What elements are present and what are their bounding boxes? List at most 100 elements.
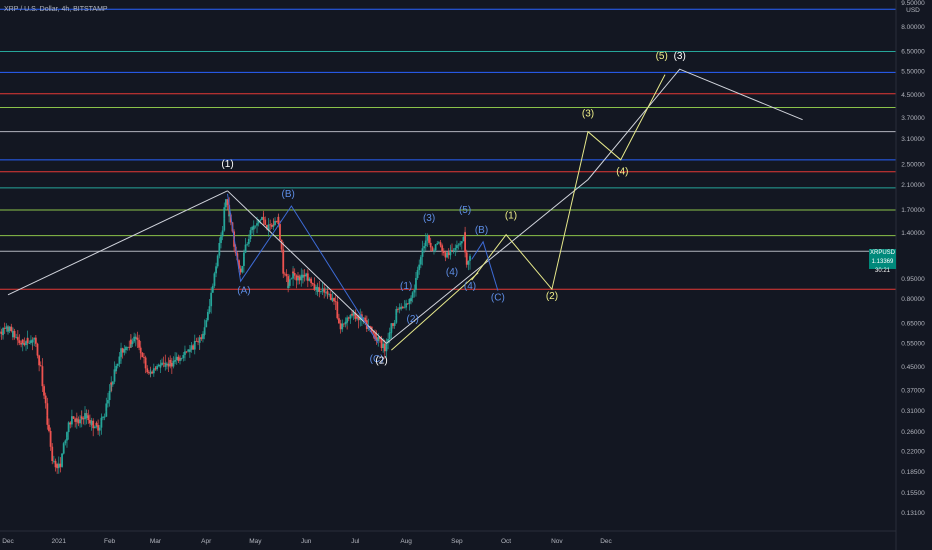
candle-body-up (156, 365, 158, 370)
candle-body-down (147, 372, 150, 374)
candle-body-up (166, 363, 168, 366)
candle-body-up (398, 307, 401, 310)
candle-body-down (379, 336, 381, 340)
candle-body-up (215, 266, 217, 274)
candle-body-down (0, 331, 3, 335)
candle-body-up (100, 417, 103, 422)
candle-body-up (452, 249, 455, 251)
y-tick-label: 0.26000 (901, 429, 925, 436)
candle-body-up (300, 274, 303, 281)
candle-body-down (80, 416, 83, 419)
candle-body-up (206, 312, 209, 321)
candle-body-down (185, 351, 188, 353)
candle-body-up (287, 285, 290, 288)
candle-body-up (133, 336, 136, 342)
candle-body-down (20, 342, 23, 345)
candle-body-up (152, 368, 155, 374)
candle-body-down (370, 326, 373, 330)
candle-body-down (313, 283, 316, 290)
candle-body-up (462, 236, 465, 242)
candle-body-up (79, 419, 81, 424)
candle-body-down (34, 337, 37, 344)
candle-body-down (69, 422, 72, 425)
candle-body-down (298, 276, 301, 281)
y-tick-label: 2.10000 (901, 182, 925, 189)
candle-body-up (403, 307, 406, 309)
candle-body-up (90, 420, 93, 425)
candle-body-up (108, 390, 111, 401)
candle-body-up (175, 356, 178, 360)
candle-body-up (387, 338, 389, 343)
wave-label-white: (1) (221, 159, 233, 170)
candle-body-down (282, 267, 285, 274)
candle-body-up (223, 207, 226, 219)
candle-body-up (120, 348, 122, 357)
horizontal-levels (0, 8, 896, 290)
candle-body-up (188, 349, 191, 352)
candle-body-down (293, 273, 296, 276)
candle-body-up (418, 264, 421, 271)
candle-body-down (357, 316, 360, 321)
candle-body-down (375, 337, 378, 342)
candle-body-down (464, 232, 467, 253)
candle-body-up (61, 453, 63, 467)
candle-body-up (85, 415, 88, 419)
candle-body-up (388, 332, 391, 339)
candle-body-down (170, 362, 173, 367)
x-axis[interactable]: Dec 2021 Feb Mar Apr May Jun Jul Aug Sep Oct Nov Dec (2, 538, 612, 545)
candle-body-down (41, 366, 44, 373)
candle-body-up (208, 306, 211, 309)
candle-body-down (162, 362, 165, 364)
candles (0, 197, 471, 474)
candle-body-up (459, 243, 462, 245)
candle-body-up (247, 238, 250, 242)
wave-label-blue: (1) (400, 281, 412, 292)
wave-label-blue: (C) (370, 354, 384, 365)
candle-body-up (33, 337, 36, 340)
candle-body-down (21, 339, 24, 344)
candle-body-down (406, 303, 409, 305)
candle-body-up (395, 309, 398, 316)
candle-body-up (424, 240, 427, 245)
candle-body-down (310, 278, 312, 284)
candle-body-down (95, 422, 98, 426)
candle-body-down (143, 357, 145, 358)
candle-body-up (67, 422, 70, 433)
candle-body-down (354, 312, 357, 319)
candle-body-down (306, 275, 309, 281)
wave-label-yellow: (2) (546, 291, 558, 302)
candle-body-down (87, 415, 90, 421)
candle-body-up (28, 342, 31, 344)
candle-body-up (254, 225, 257, 227)
candle-body-up (70, 416, 73, 419)
candle-body-up (225, 199, 227, 208)
candle-body-up (305, 273, 308, 277)
wave-overlays (7, 68, 803, 351)
candle-body-up (411, 292, 414, 298)
candle-body-down (277, 216, 280, 225)
wave-label-blue: (C) (491, 293, 505, 304)
candle-body-up (436, 243, 439, 245)
white-trend-line (386, 68, 803, 344)
candle-body-up (328, 294, 331, 295)
candle-body-up (408, 298, 411, 305)
yellow-wave-line (471, 74, 666, 291)
candle-body-up (84, 413, 86, 420)
y-tick-label: 4.50000 (901, 92, 925, 99)
candle-body-down (283, 273, 286, 275)
y-tick-label: 0.31000 (901, 408, 925, 415)
candle-body-up (126, 346, 129, 348)
candle-body-up (111, 381, 114, 385)
candle-body-down (442, 251, 445, 254)
price-tag-ticker: XRPUSD (869, 250, 895, 256)
candle-body-up (274, 220, 276, 225)
y-tick-label: 0.22000 (901, 449, 925, 456)
candle-body-up (467, 260, 470, 265)
candle-body-up (157, 364, 160, 366)
y-tick-label: 0.15500 (901, 490, 925, 497)
candle-body-down (397, 309, 399, 310)
candle-body-down (59, 463, 62, 467)
candle-body-down (280, 239, 283, 250)
